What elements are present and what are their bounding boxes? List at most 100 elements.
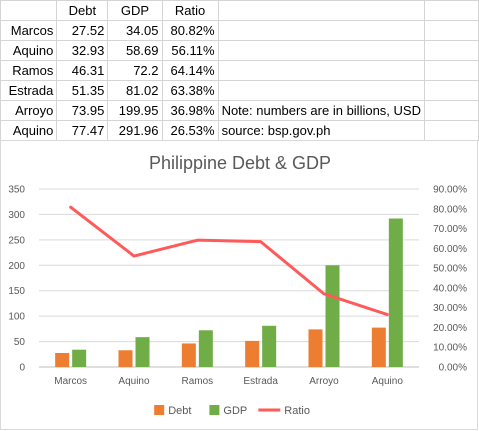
- y-right-tick-label: 30.00%: [433, 303, 467, 314]
- cell-name[interactable]: Estrada: [0, 80, 58, 101]
- header-cell-empty[interactable]: [423, 0, 479, 21]
- cell-gdp[interactable]: 199.95: [107, 100, 163, 121]
- cell-empty[interactable]: [423, 40, 479, 61]
- cell-name[interactable]: Arroyo: [0, 100, 58, 121]
- cell-empty[interactable]: [423, 80, 479, 101]
- cell-debt[interactable]: 77.47: [56, 120, 109, 141]
- table-row: Marcos 27.52 34.05 80.82%: [0, 20, 479, 41]
- legend-label-ratio: Ratio: [284, 405, 310, 417]
- gridlines: [39, 188, 419, 368]
- table-row: Aquino 32.93 58.69 56.11%: [0, 40, 479, 61]
- cell-ratio[interactable]: 26.53%: [161, 120, 219, 141]
- legend-label-debt: Debt: [168, 405, 191, 417]
- table-row: Arroyo 73.95 199.95 36.98% Note: numbers…: [0, 100, 479, 121]
- bar-debt: [245, 340, 260, 367]
- y-right-tick-label: 70.00%: [433, 224, 467, 235]
- x-tick-label: Ramos: [181, 376, 213, 387]
- cell-debt[interactable]: 27.52: [56, 20, 109, 41]
- x-tick-label: Aquino: [118, 376, 150, 387]
- cell-gdp[interactable]: 291.96: [107, 120, 163, 141]
- cell-debt[interactable]: 73.95: [56, 100, 109, 121]
- cell-ratio[interactable]: 80.82%: [161, 20, 219, 41]
- cell-gdp[interactable]: 58.69: [107, 40, 163, 61]
- line-ratio: [69, 205, 389, 317]
- header-row: Debt GDP Ratio: [0, 0, 479, 21]
- bar-gdp: [198, 330, 213, 367]
- chart-title: Philippine Debt & GDP: [149, 153, 331, 173]
- y-left-tick-label: 150: [8, 286, 25, 297]
- cell-debt[interactable]: 51.35: [56, 80, 109, 101]
- header-cell-debt[interactable]: Debt: [56, 0, 109, 21]
- legend: Debt GDP Ratio: [154, 405, 310, 417]
- y-right-tick-label: 20.00%: [433, 323, 467, 334]
- cell-ratio[interactable]: 56.11%: [161, 40, 219, 61]
- cell-name[interactable]: Marcos: [0, 20, 58, 41]
- table-row: Aquino 77.47 291.96 26.53% source: bsp.g…: [0, 120, 479, 141]
- legend-swatch-gdp: [209, 405, 220, 415]
- y-left-tick-label: 300: [8, 210, 25, 221]
- cell-note[interactable]: [217, 40, 425, 61]
- bar-series: [55, 218, 403, 367]
- x-axis: Marcos Aquino Ramos Estrada Arroyo Aquino: [54, 376, 403, 387]
- spreadsheet-grid: Debt GDP Ratio Marcos 27.52 34.05 80.82%…: [0, 0, 479, 141]
- chart-object[interactable]: Philippine Debt & GDP 0 50 100 150 200 250 300…: [0, 140, 478, 430]
- cell-empty[interactable]: [423, 120, 479, 141]
- cell-note[interactable]: [217, 20, 425, 41]
- header-cell-empty[interactable]: [217, 0, 425, 21]
- x-tick-label: Arroyo: [309, 376, 339, 387]
- legend-swatch-debt: [154, 405, 165, 415]
- cell-debt[interactable]: 32.93: [56, 40, 109, 61]
- bar-debt: [118, 350, 133, 367]
- cell-ratio[interactable]: 63.38%: [161, 80, 219, 101]
- bar-debt: [308, 329, 323, 367]
- cell-empty[interactable]: [423, 20, 479, 41]
- cell-note[interactable]: [217, 60, 425, 81]
- y-right-tick-label: 90.00%: [433, 185, 467, 196]
- x-tick-label: Marcos: [54, 376, 87, 387]
- x-tick-label: Aquino: [372, 376, 404, 387]
- y-right-tick-label: 60.00%: [433, 244, 467, 255]
- cell-empty[interactable]: [423, 100, 479, 121]
- cell-name[interactable]: Aquino: [0, 120, 58, 141]
- cell-note[interactable]: [217, 80, 425, 101]
- left-axis: 0 50 100 150 200 250 300 350: [8, 185, 25, 374]
- table-row: Estrada 51.35 81.02 63.38%: [0, 80, 479, 101]
- y-left-tick-label: 0: [19, 363, 25, 374]
- header-cell-ratio[interactable]: Ratio: [161, 0, 219, 21]
- bar-debt: [55, 353, 70, 367]
- y-right-tick-label: 0.00%: [439, 363, 467, 374]
- data-table: Debt GDP Ratio Marcos 27.52 34.05 80.82%…: [0, 0, 479, 141]
- cell-note[interactable]: Note: numbers are in billions, USD: [217, 100, 425, 121]
- y-right-tick-label: 80.00%: [433, 204, 467, 215]
- cell-debt[interactable]: 46.31: [56, 60, 109, 81]
- cell-ratio[interactable]: 64.14%: [161, 60, 219, 81]
- cell-ratio[interactable]: 36.98%: [161, 100, 219, 121]
- y-left-tick-label: 250: [8, 235, 25, 246]
- y-left-tick-label: 200: [8, 261, 25, 272]
- x-tick-label: Estrada: [243, 376, 278, 387]
- table-row: Ramos 46.31 72.2 64.14%: [0, 60, 479, 81]
- y-left-tick-label: 350: [8, 185, 25, 196]
- line-series: [69, 205, 389, 317]
- legend-label-gdp: GDP: [223, 405, 247, 417]
- cell-name[interactable]: Aquino: [0, 40, 58, 61]
- cell-name[interactable]: Ramos: [0, 60, 58, 81]
- cell-gdp[interactable]: 72.2: [107, 60, 163, 81]
- header-cell-name[interactable]: [0, 0, 58, 21]
- bar-gdp: [262, 325, 277, 367]
- y-right-tick-label: 10.00%: [433, 343, 467, 354]
- cell-gdp[interactable]: 81.02: [107, 80, 163, 101]
- y-left-tick-label: 50: [14, 337, 26, 348]
- cell-note[interactable]: source: bsp.gov.ph: [217, 120, 425, 141]
- y-right-tick-label: 50.00%: [433, 264, 467, 275]
- y-right-tick-label: 40.00%: [433, 283, 467, 294]
- bar-gdp: [388, 218, 403, 367]
- chart-canvas: Philippine Debt & GDP 0 50 100 150 200 250 300…: [8, 153, 467, 417]
- y-left-tick-label: 100: [8, 312, 25, 323]
- bar-debt: [181, 343, 196, 367]
- bar-debt: [371, 327, 386, 367]
- cell-empty[interactable]: [423, 60, 479, 81]
- cell-gdp[interactable]: 34.05: [107, 20, 163, 41]
- bar-gdp: [135, 337, 150, 367]
- header-cell-gdp[interactable]: GDP: [107, 0, 163, 21]
